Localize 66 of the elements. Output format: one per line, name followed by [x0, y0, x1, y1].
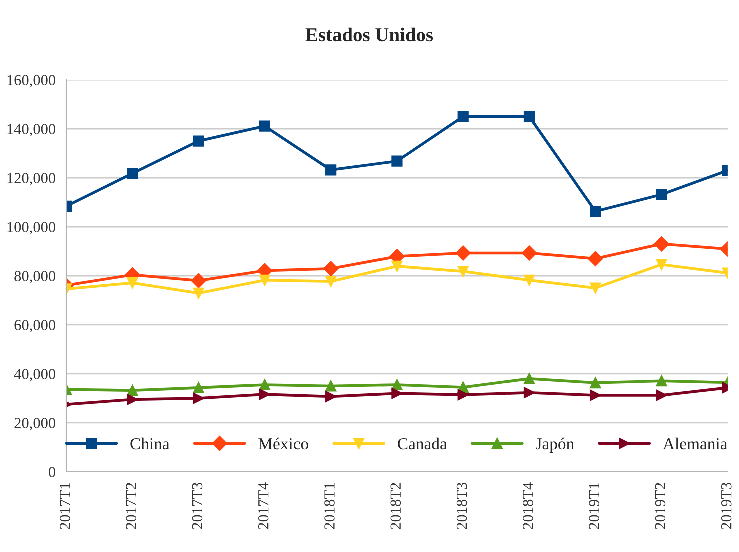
x-tick-label: 2017T3	[192, 482, 203, 530]
point	[324, 261, 339, 276]
y-tick-label: 140,000	[8, 124, 56, 137]
point	[127, 278, 138, 289]
x-tick-label: 2018T3	[456, 482, 468, 530]
x-tick-label: 2018T1	[324, 483, 335, 530]
point	[259, 274, 270, 286]
point	[127, 168, 138, 180]
y-tick-label: 100,000	[8, 222, 56, 235]
point	[656, 189, 668, 200]
x-tick-label: 2018T2	[390, 483, 402, 530]
x-tick-label: 2017T2	[126, 483, 136, 530]
point	[193, 288, 204, 299]
legend-label: Alemania	[663, 438, 728, 450]
point	[326, 276, 337, 288]
chart-title: Estados Unidos	[306, 28, 434, 42]
x-tick-label: 2019T2	[655, 483, 666, 530]
y-tick-label: 0	[49, 467, 56, 478]
point	[326, 380, 337, 392]
point	[193, 382, 204, 394]
point	[524, 111, 536, 122]
point	[458, 266, 469, 278]
point	[127, 385, 138, 396]
point	[656, 390, 668, 402]
legend-label: China	[130, 438, 170, 450]
point	[191, 273, 206, 288]
point	[656, 376, 668, 387]
point	[193, 392, 204, 404]
y-tick-label: 160,000	[8, 75, 56, 88]
point	[392, 388, 403, 400]
point	[392, 156, 403, 167]
y-tick-label: 80,000	[14, 271, 56, 284]
x-tick-label: 2019T1	[589, 483, 600, 530]
y-tick-label: 20,000	[14, 418, 56, 431]
y-tick-label: 60,000	[14, 320, 56, 333]
y-tick-label: 40,000	[14, 369, 56, 382]
x-tick-label: 2018T4	[523, 482, 534, 530]
point	[590, 377, 602, 389]
point	[392, 379, 403, 391]
point	[458, 111, 469, 122]
y-tick-label: 120,000	[8, 173, 56, 186]
point	[259, 120, 270, 132]
point	[524, 274, 536, 286]
point	[522, 246, 538, 261]
point	[524, 373, 536, 384]
legend-label: México	[258, 438, 308, 450]
point	[326, 164, 337, 176]
point	[590, 206, 602, 218]
point	[326, 391, 337, 402]
point	[656, 259, 668, 270]
point	[590, 282, 602, 294]
x-tick-label: 2017T4	[258, 482, 269, 530]
point	[458, 389, 469, 401]
point	[590, 390, 602, 402]
point	[524, 387, 536, 398]
point	[456, 246, 471, 261]
point	[588, 251, 604, 266]
point	[259, 389, 270, 400]
point	[392, 260, 403, 272]
x-tick-label: 2017T1	[60, 483, 70, 530]
legend-label: Japón	[536, 438, 574, 454]
point	[259, 379, 270, 391]
legend-label: Canada	[398, 438, 448, 450]
point	[193, 136, 204, 147]
point	[654, 236, 670, 252]
x-tick-label: 2019T3	[721, 482, 732, 530]
